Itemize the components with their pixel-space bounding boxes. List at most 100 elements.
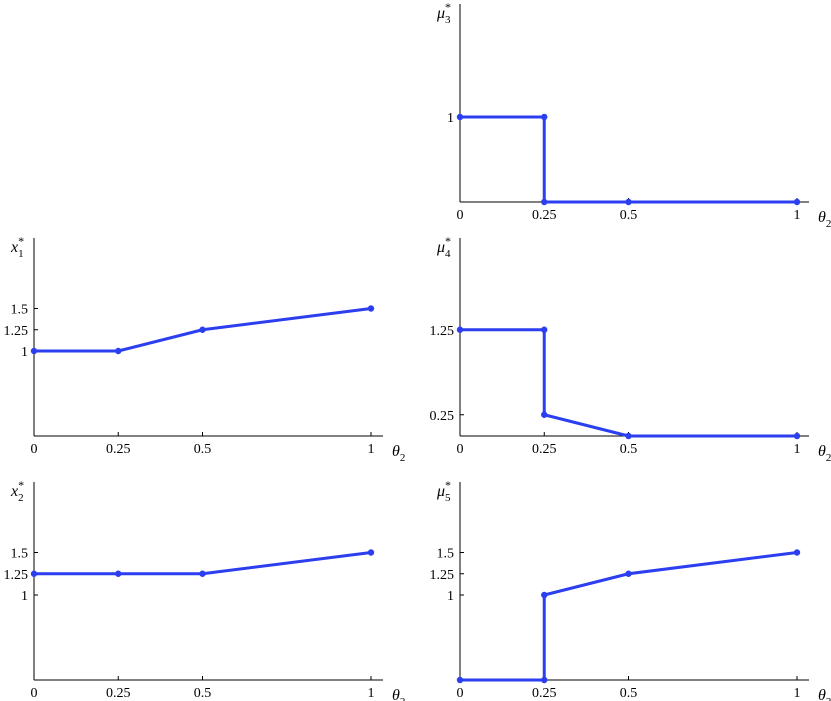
x-tick-label: 1	[794, 686, 801, 701]
data-point	[625, 198, 632, 206]
x-tick-label: 0	[457, 686, 464, 701]
data-point	[541, 411, 548, 418]
x-tick-label: 0.5	[194, 686, 212, 701]
y-axis-label-sub: 1	[18, 248, 24, 260]
data-point	[367, 549, 375, 556]
data-point	[456, 326, 464, 333]
y-axis-label: x* 1	[10, 234, 24, 260]
x-axis-label: θ2	[818, 443, 831, 464]
y-tick-label: 1.5	[11, 303, 29, 318]
data-point	[541, 113, 548, 121]
data-point	[30, 347, 38, 355]
y-axis-label: μ* 3	[436, 0, 451, 26]
x-axis-label-base: θ	[392, 443, 400, 460]
data-point	[541, 198, 548, 206]
data-point	[793, 198, 801, 206]
x-axis-label-base: θ	[392, 687, 400, 701]
x-axis-label: θ2	[392, 443, 405, 464]
y-axis-label: μ* 4	[436, 234, 451, 260]
series-line	[34, 551, 372, 576]
x-axis-label-sub: 2	[400, 696, 406, 701]
y-tick-label: 1	[21, 589, 28, 604]
y-axis-label-base: μ	[436, 5, 445, 22]
x-axis-label-sub: 2	[826, 452, 831, 464]
data-point	[625, 432, 632, 440]
data-point	[541, 326, 548, 333]
y-tick-label: 1.5	[437, 547, 455, 562]
y-axis-label-sup: *	[445, 0, 451, 14]
x-tick-label: 1	[794, 208, 801, 223]
y-axis-label-base: μ	[436, 239, 445, 256]
y-axis-label-sub: 4	[445, 248, 451, 260]
x-tick-label: 0	[31, 686, 38, 701]
panel-x1: 0 0.25 0.5 111.251.5x* 1θ2	[4, 234, 406, 464]
y-axis-label-sub: 5	[445, 492, 451, 504]
series-line	[460, 115, 797, 204]
x-tick-label: 0	[457, 208, 464, 223]
y-axis-label-sup: *	[18, 478, 24, 492]
x-axis-label: θ2	[818, 687, 831, 701]
data-point	[541, 676, 548, 684]
panel-mu5: 0 0.25 0.5 1 1 1.25 1.5 μ*5 θ2	[430, 478, 831, 701]
x-tick-label: 0.5	[194, 442, 212, 457]
y-axis-label-sup: *	[445, 478, 451, 492]
x-axis-label-base: θ	[818, 687, 826, 701]
panel-mu3: 0 0.25 0.5 1 1 μ* 3 θ2	[436, 0, 831, 230]
x-axis-label-base: θ	[818, 209, 826, 226]
y-axis-label: μ* 5	[436, 478, 451, 504]
x-axis-label-sub: 2	[826, 696, 831, 701]
x-axis-label: θ2	[818, 209, 831, 230]
x-axis-label: θ2	[392, 687, 405, 701]
y-tick-label: 1.25	[430, 324, 455, 339]
x-tick-label: 0.5	[620, 442, 638, 457]
y-axis-label-base: x	[10, 483, 18, 500]
data-point	[793, 549, 801, 556]
x-tick-label: 0	[31, 442, 38, 457]
y-axis-label-sub: 3	[445, 14, 451, 26]
x-tick-label: 1	[368, 686, 375, 701]
x-tick-label: 0.5	[620, 686, 638, 701]
series-line	[34, 307, 372, 353]
data-point	[456, 676, 464, 684]
y-tick-label: 1	[21, 345, 28, 360]
data-point	[199, 326, 206, 333]
y-axis-label-sup: *	[445, 234, 451, 248]
y-tick-label: 0.25	[430, 409, 455, 424]
data-point	[30, 570, 38, 577]
data-point	[115, 347, 122, 355]
data-point	[625, 570, 632, 577]
y-axis-label-sup: *	[18, 234, 24, 248]
x-tick-label: 0.25	[532, 208, 557, 223]
y-axis-label: x* 2	[10, 478, 24, 504]
x-axis-label-sub: 2	[826, 218, 831, 230]
data-point	[456, 113, 464, 121]
x-tick-label: 0.25	[532, 686, 557, 701]
series-line	[460, 328, 797, 438]
data-point	[541, 591, 548, 599]
data-point	[199, 570, 206, 577]
y-tick-label: 1.25	[4, 568, 29, 583]
panel-mu4: 0 0.25 0.5 1 0.25 1.25 μ* 4 θ2	[430, 234, 831, 464]
y-axis-label-base: μ	[436, 483, 445, 500]
x-tick-label: 0	[457, 442, 464, 457]
x-tick-label: 0.25	[106, 686, 131, 701]
x-tick-label: 0.25	[532, 442, 557, 457]
y-tick-label: 1.25	[4, 324, 29, 339]
x-tick-label: 0.25	[106, 442, 131, 457]
data-point	[793, 432, 801, 440]
data-point	[367, 305, 375, 312]
x-tick-label: 1	[368, 442, 375, 457]
y-tick-label: 1	[447, 111, 454, 126]
x-tick-label: 1	[794, 442, 801, 457]
y-tick-label: 1.25	[430, 568, 455, 583]
data-point	[115, 570, 122, 577]
y-axis-label-base: x	[10, 239, 18, 256]
x-axis-label-sub: 2	[400, 452, 406, 464]
x-tick-label: 0.5	[620, 208, 638, 223]
y-tick-label: 1	[447, 589, 454, 604]
x-axis-label-base: θ	[818, 443, 826, 460]
y-tick-label: 1.5	[11, 547, 29, 562]
y-axis-label-sub: 2	[18, 492, 24, 504]
